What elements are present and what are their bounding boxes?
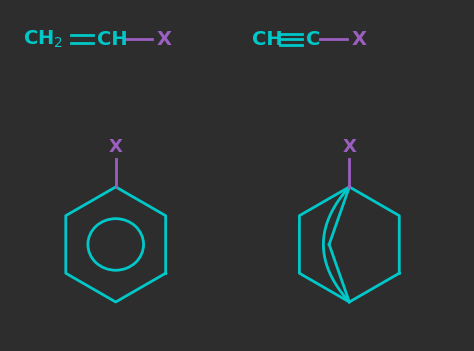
- Text: CH: CH: [97, 29, 128, 48]
- Text: CH: CH: [252, 29, 283, 48]
- Text: X: X: [351, 29, 366, 48]
- Text: C: C: [306, 29, 320, 48]
- Text: X: X: [342, 138, 356, 156]
- Text: X: X: [109, 138, 123, 156]
- Text: X: X: [156, 29, 172, 48]
- Text: CH$_2$: CH$_2$: [23, 28, 64, 50]
